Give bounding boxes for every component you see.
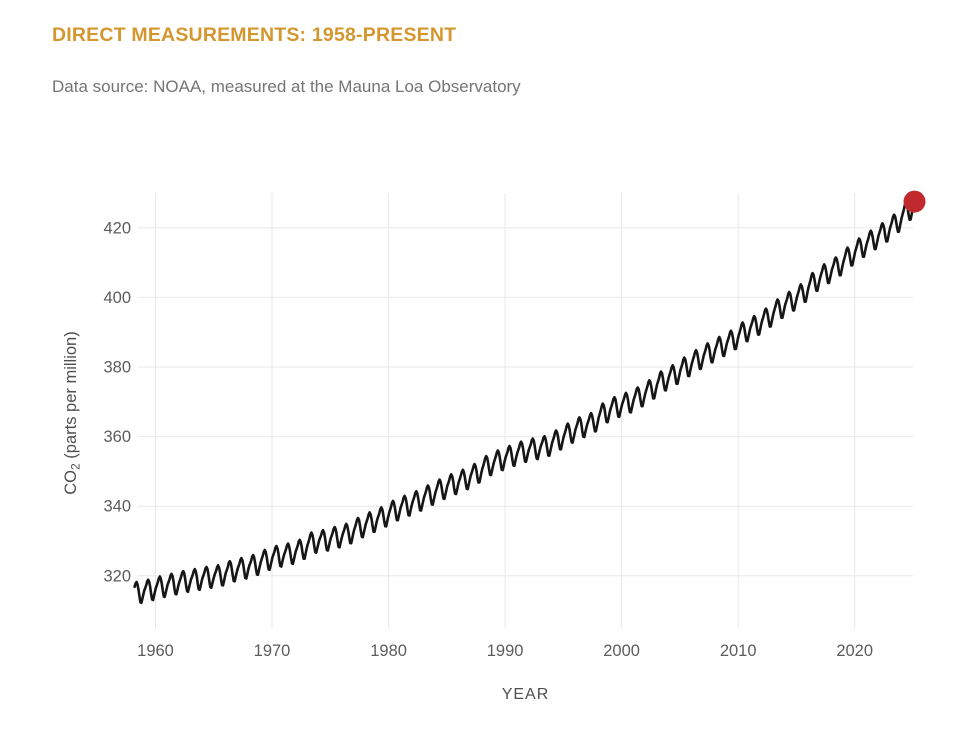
x-axis-title: YEAR xyxy=(502,686,550,703)
data-source-subtitle: Data source: NOAA, measured at the Mauna… xyxy=(52,77,521,96)
x-tick-label: 2020 xyxy=(836,642,873,660)
x-tick-label: 1980 xyxy=(370,642,407,660)
co2-series-line xyxy=(133,200,916,605)
y-tick-label: 340 xyxy=(103,498,131,516)
x-tick-label: 2010 xyxy=(720,642,757,660)
x-tick-label: 1960 xyxy=(137,642,174,660)
y-tick-label: 400 xyxy=(103,289,131,307)
y-tick-label: 420 xyxy=(103,219,131,237)
y-axis-title: CO2 (parts per million) xyxy=(62,331,83,494)
latest-value-marker xyxy=(903,190,926,213)
x-tick-label: 2000 xyxy=(603,642,640,660)
y-tick-label: 320 xyxy=(103,567,131,585)
y-tick-label: 380 xyxy=(103,359,131,377)
x-tick-label: 1990 xyxy=(487,642,524,660)
y-tick-label: 360 xyxy=(103,428,131,446)
chart-title: DIRECT MEASUREMENTS: 1958-PRESENT xyxy=(52,24,457,46)
x-tick-label: 1970 xyxy=(254,642,291,660)
